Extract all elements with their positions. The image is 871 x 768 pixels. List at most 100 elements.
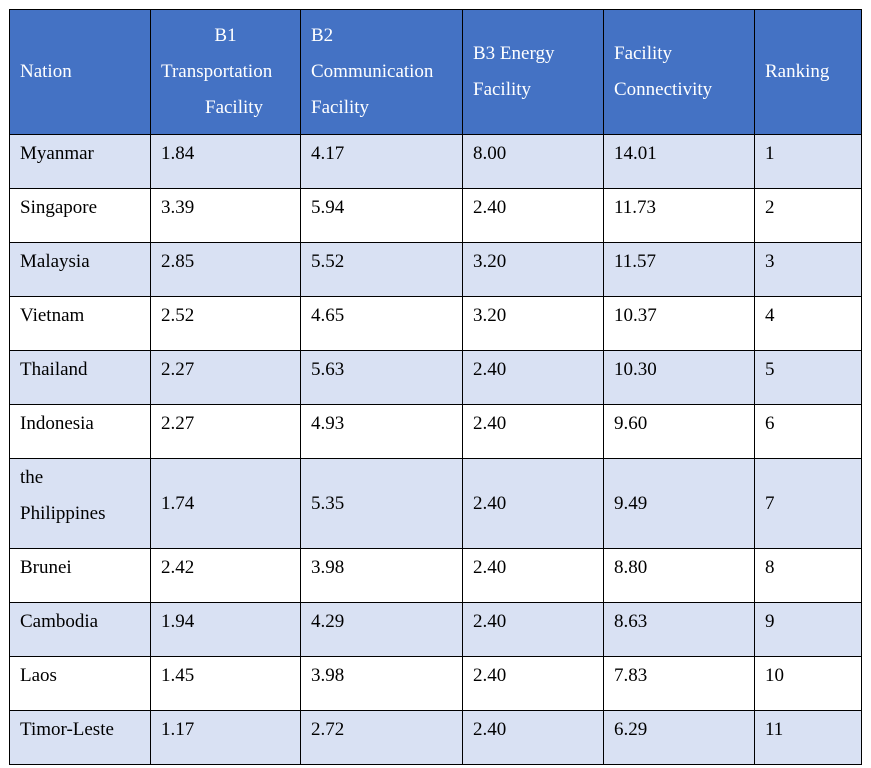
cell-b1: 3.39 [150, 188, 301, 243]
cell-ranking: 1 [754, 134, 862, 189]
cell-nation: Laos [9, 656, 151, 711]
cell-facility-connectivity: 10.30 [603, 350, 755, 405]
cell-b2: 3.98 [300, 548, 463, 603]
header-facility-connectivity: Facility Connectivity [603, 9, 755, 135]
table-row: Cambodia 1.94 4.29 2.40 8.63 9 [9, 602, 862, 657]
cell-ranking: 11 [754, 710, 862, 765]
cell-b2: 5.63 [300, 350, 463, 405]
header-line: Communication [311, 61, 434, 82]
cell-b1: 1.94 [150, 602, 301, 657]
cell-ranking: 2 [754, 188, 862, 243]
cell-b1: 1.45 [150, 656, 301, 711]
cell-nation: Indonesia [9, 404, 151, 459]
header-line: Facility [473, 79, 532, 100]
cell-nation: Singapore [9, 188, 151, 243]
cell-b2: 5.94 [300, 188, 463, 243]
cell-b2: 5.52 [300, 242, 463, 297]
cell-facility-connectivity: 6.29 [603, 710, 755, 765]
cell-b2: 2.72 [300, 710, 463, 765]
cell-nation-line: the [20, 467, 44, 488]
cell-nation: Malaysia [9, 242, 151, 297]
cell-ranking: 8 [754, 548, 862, 603]
cell-facility-connectivity: 7.83 [603, 656, 755, 711]
cell-facility-connectivity: 14.01 [603, 134, 755, 189]
cell-b1: 1.74 [150, 458, 301, 549]
cell-b1: 2.52 [150, 296, 301, 351]
cell-b1: 2.27 [150, 404, 301, 459]
cell-b1: 1.84 [150, 134, 301, 189]
cell-nation: Cambodia [9, 602, 151, 657]
cell-facility-connectivity: 8.80 [603, 548, 755, 603]
cell-facility-connectivity: 11.73 [603, 188, 755, 243]
header-line: Facility [614, 43, 673, 64]
cell-ranking: 10 [754, 656, 862, 711]
cell-b3: 2.40 [462, 602, 604, 657]
table-body: Myanmar 1.84 4.17 8.00 14.01 1 Singapore… [9, 134, 862, 765]
cell-b3: 3.20 [462, 242, 604, 297]
cell-b1: 2.85 [150, 242, 301, 297]
cell-b3: 8.00 [462, 134, 604, 189]
cell-b2: 5.35 [300, 458, 463, 549]
header-line: Facility [311, 97, 370, 118]
cell-facility-connectivity: 8.63 [603, 602, 755, 657]
header-line: B2 [311, 25, 334, 46]
header-line: B3 Energy [473, 43, 555, 64]
cell-ranking: 6 [754, 404, 862, 459]
cell-facility-connectivity: 10.37 [603, 296, 755, 351]
table-header: Nation B1 Transportation Facility B2 Com… [9, 9, 862, 135]
cell-b2: 4.65 [300, 296, 463, 351]
cell-b2: 3.98 [300, 656, 463, 711]
cell-b3: 2.40 [462, 350, 604, 405]
cell-nation: Thailand [9, 350, 151, 405]
table-row: the Philippines 1.74 5.35 2.40 9.49 7 [9, 458, 862, 549]
cell-b1: 1.17 [150, 710, 301, 765]
cell-facility-connectivity: 9.60 [603, 404, 755, 459]
header-line: B1 [214, 25, 237, 46]
table-row: Malaysia 2.85 5.52 3.20 11.57 3 [9, 242, 862, 297]
header-line: Ranking [765, 61, 830, 82]
cell-b3: 2.40 [462, 656, 604, 711]
header-b1-transportation: B1 Transportation Facility [150, 9, 301, 135]
cell-facility-connectivity: 11.57 [603, 242, 755, 297]
cell-b3: 2.40 [462, 188, 604, 243]
header-b2-communication: B2 Communication Facility [300, 9, 463, 135]
header-row: Nation B1 Transportation Facility B2 Com… [9, 9, 862, 135]
cell-b2: 4.17 [300, 134, 463, 189]
table-row: Indonesia 2.27 4.93 2.40 9.60 6 [9, 404, 862, 459]
cell-nation-line: Philippines [20, 503, 106, 524]
cell-nation: Timor-Leste [9, 710, 151, 765]
cell-b3: 3.20 [462, 296, 604, 351]
header-line: Facility [205, 97, 264, 118]
facility-connectivity-table: Nation B1 Transportation Facility B2 Com… [9, 9, 862, 765]
cell-b3: 2.40 [462, 404, 604, 459]
cell-b3: 2.40 [462, 458, 604, 549]
table-row: Vietnam 2.52 4.65 3.20 10.37 4 [9, 296, 862, 351]
cell-nation: Brunei [9, 548, 151, 603]
cell-ranking: 9 [754, 602, 862, 657]
cell-b1: 2.27 [150, 350, 301, 405]
cell-ranking: 5 [754, 350, 862, 405]
table-row: Thailand 2.27 5.63 2.40 10.30 5 [9, 350, 862, 405]
header-line: Transportation [161, 61, 273, 82]
cell-b2: 4.29 [300, 602, 463, 657]
cell-nation: Myanmar [9, 134, 151, 189]
cell-nation: the Philippines [9, 458, 151, 549]
cell-nation: Vietnam [9, 296, 151, 351]
cell-facility-connectivity: 9.49 [603, 458, 755, 549]
table-row: Laos 1.45 3.98 2.40 7.83 10 [9, 656, 862, 711]
header-line: Connectivity [614, 79, 713, 100]
table-row: Brunei 2.42 3.98 2.40 8.80 8 [9, 548, 862, 603]
cell-b3: 2.40 [462, 710, 604, 765]
cell-ranking: 4 [754, 296, 862, 351]
header-line: Nation [20, 61, 72, 82]
cell-b2: 4.93 [300, 404, 463, 459]
cell-ranking: 3 [754, 242, 862, 297]
cell-ranking: 7 [754, 458, 862, 549]
table-row: Singapore 3.39 5.94 2.40 11.73 2 [9, 188, 862, 243]
header-nation: Nation [9, 9, 151, 135]
header-ranking: Ranking [754, 9, 862, 135]
table-row: Myanmar 1.84 4.17 8.00 14.01 1 [9, 134, 862, 189]
cell-b3: 2.40 [462, 548, 604, 603]
cell-b1: 2.42 [150, 548, 301, 603]
table-row: Timor-Leste 1.17 2.72 2.40 6.29 11 [9, 710, 862, 765]
